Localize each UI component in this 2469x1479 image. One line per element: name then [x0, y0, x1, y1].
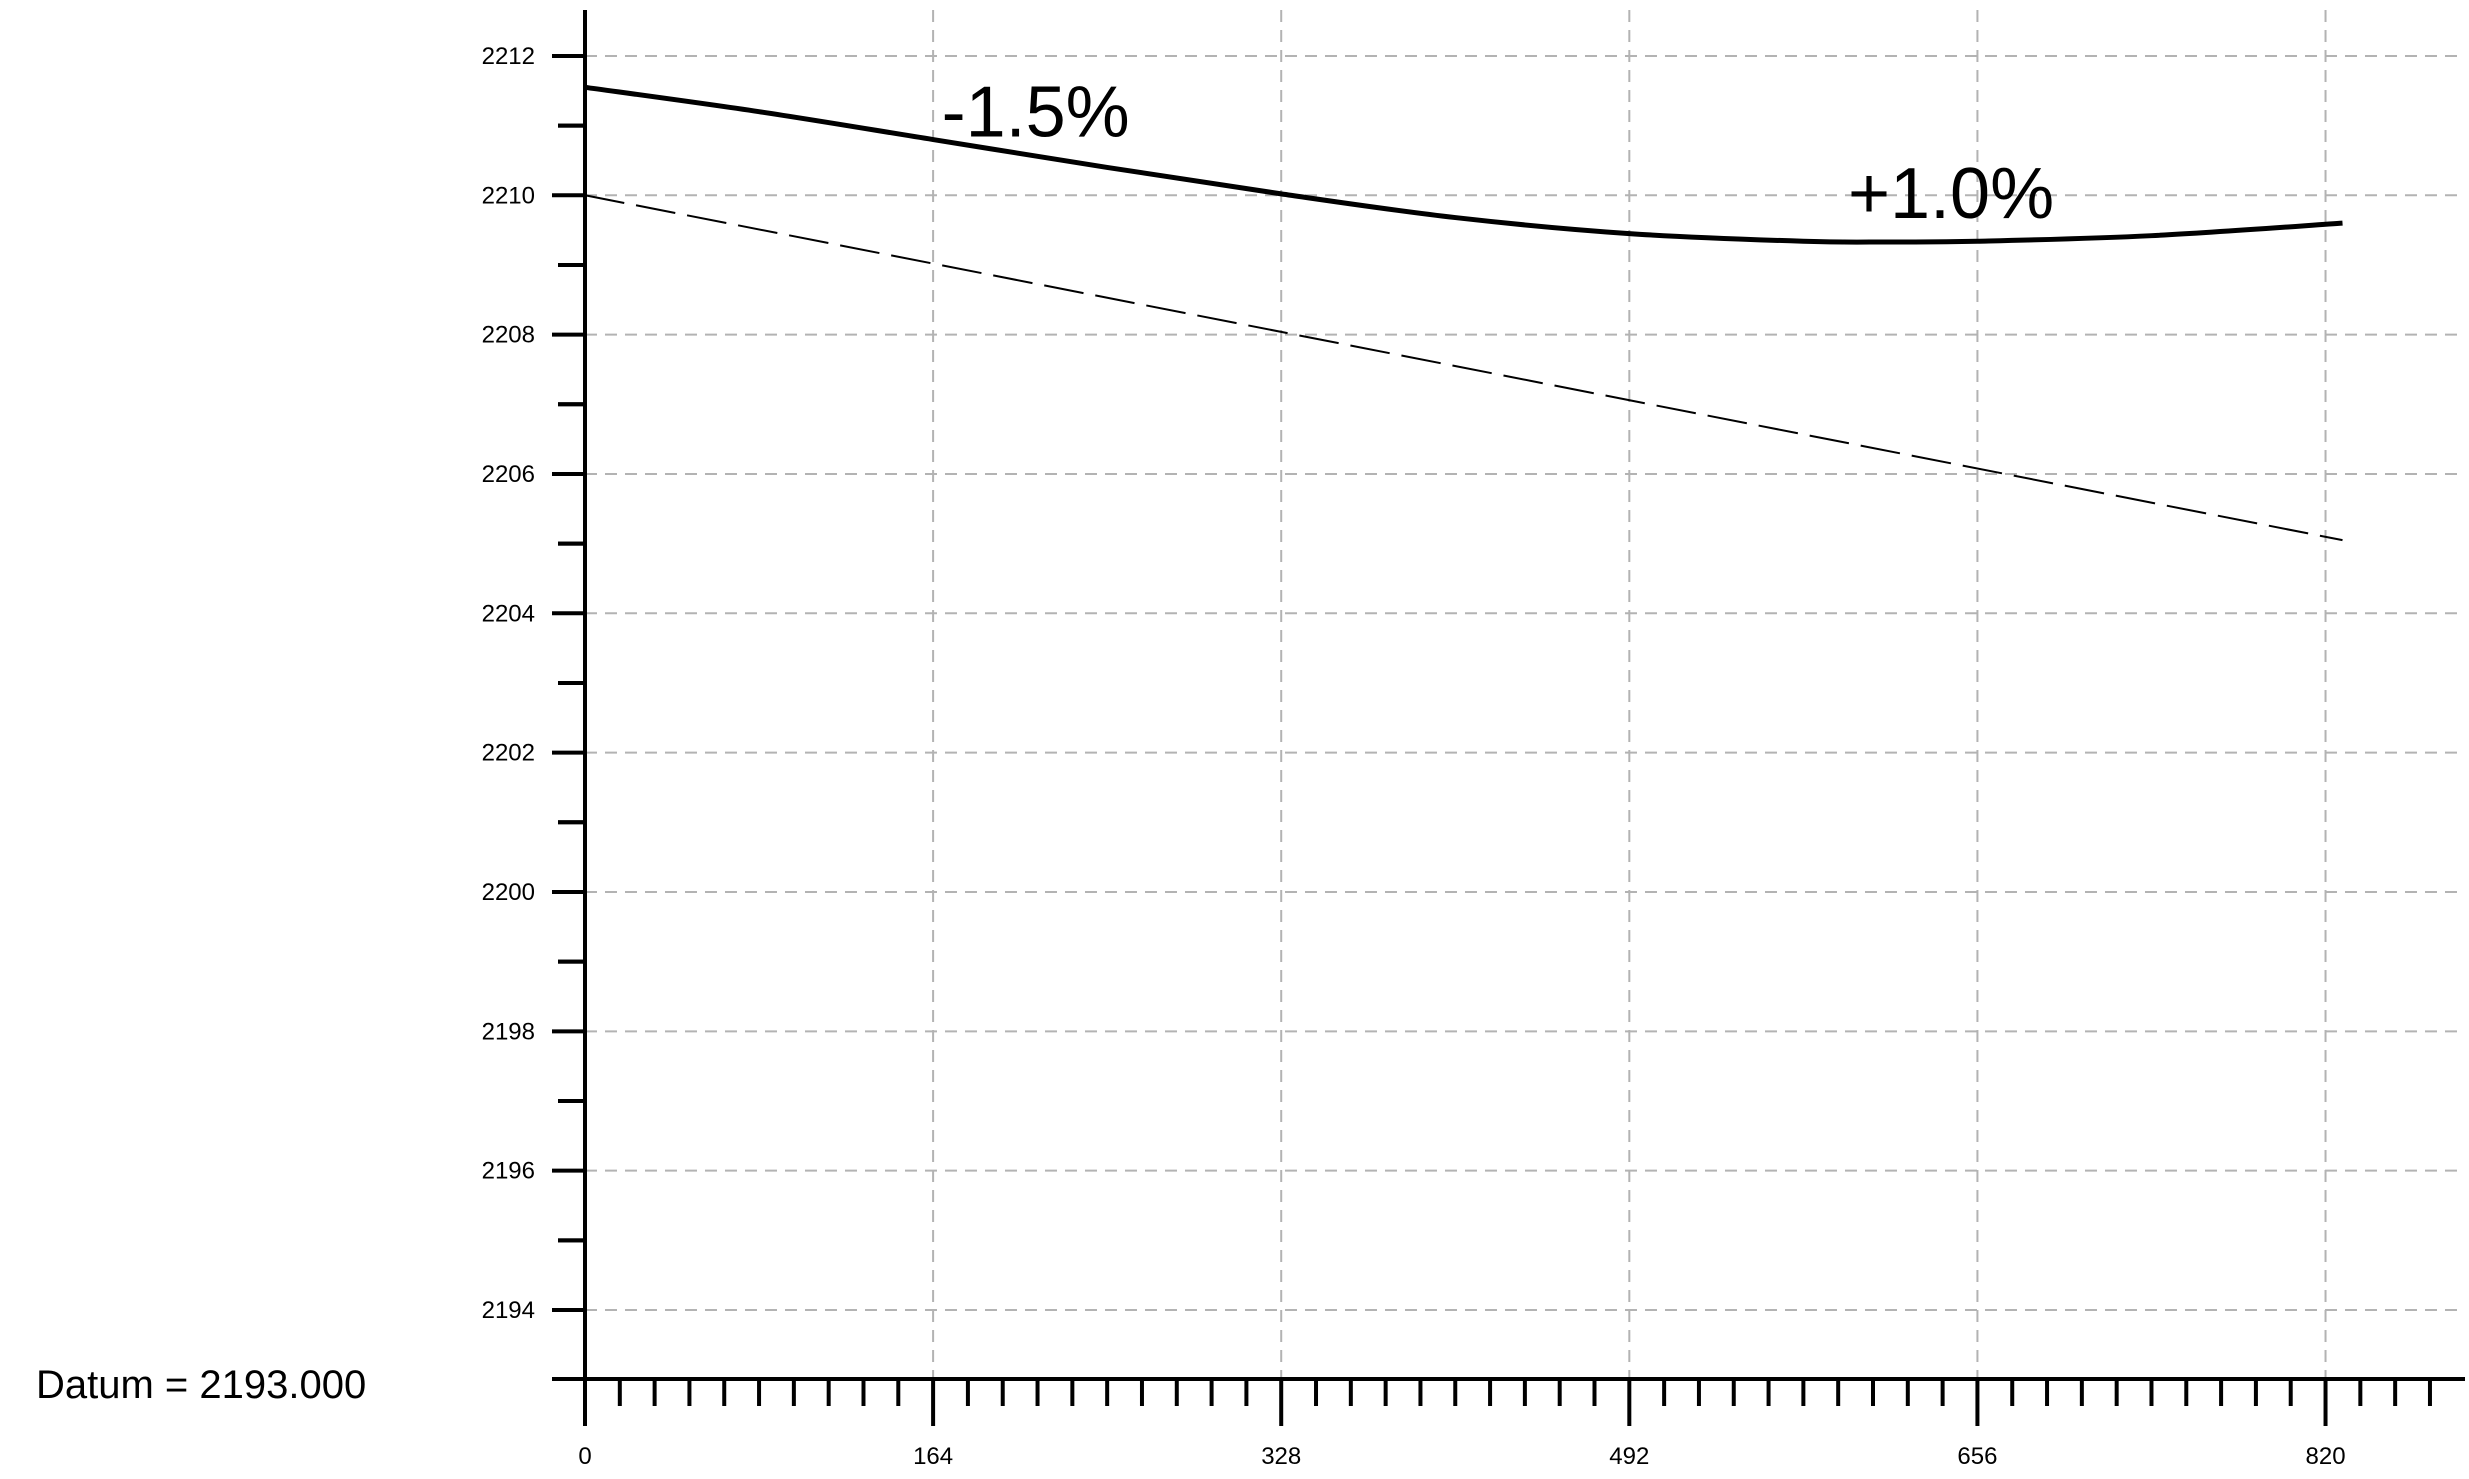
y-tick-label: 2194: [482, 1297, 535, 1324]
series-lines: [584, 84, 2343, 542]
datum-label: Datum = 2193.000: [36, 1363, 366, 1407]
y-tick-label: 2204: [482, 600, 535, 627]
axes: [552, 10, 2465, 1426]
x-tick-label: 492: [1609, 1443, 1649, 1470]
grade-annotation: +1.0%: [1848, 154, 2054, 234]
x-tick-label: 328: [1261, 1443, 1301, 1470]
y-tick-label: 2202: [482, 740, 535, 767]
y-tick-label: 2200: [482, 879, 535, 906]
y-tick-label: 2206: [482, 461, 535, 488]
tick-labels: 2194 2196 2198 2200 2202 2204 2206 2208 2210 2212…: [482, 43, 2346, 1470]
grade-annotations: -1.5% +1.0%: [942, 73, 2055, 235]
x-tick-label: 820: [2306, 1443, 2346, 1470]
existing-ground-line: [584, 194, 2343, 542]
y-tick-label: 2198: [482, 1018, 535, 1045]
x-tick-label: 0: [578, 1443, 591, 1470]
x-tick-label: 656: [1957, 1443, 1997, 1470]
x-tick-label: 164: [913, 1443, 953, 1470]
grid-lines: [585, 10, 2465, 1379]
y-tick-label: 2196: [482, 1158, 535, 1185]
y-tick-label: 2212: [482, 43, 535, 70]
grade-annotation: -1.5%: [942, 73, 1130, 153]
y-tick-label: 2210: [482, 182, 535, 209]
design-profile-line: [584, 84, 2343, 245]
y-tick-label: 2208: [482, 322, 535, 349]
